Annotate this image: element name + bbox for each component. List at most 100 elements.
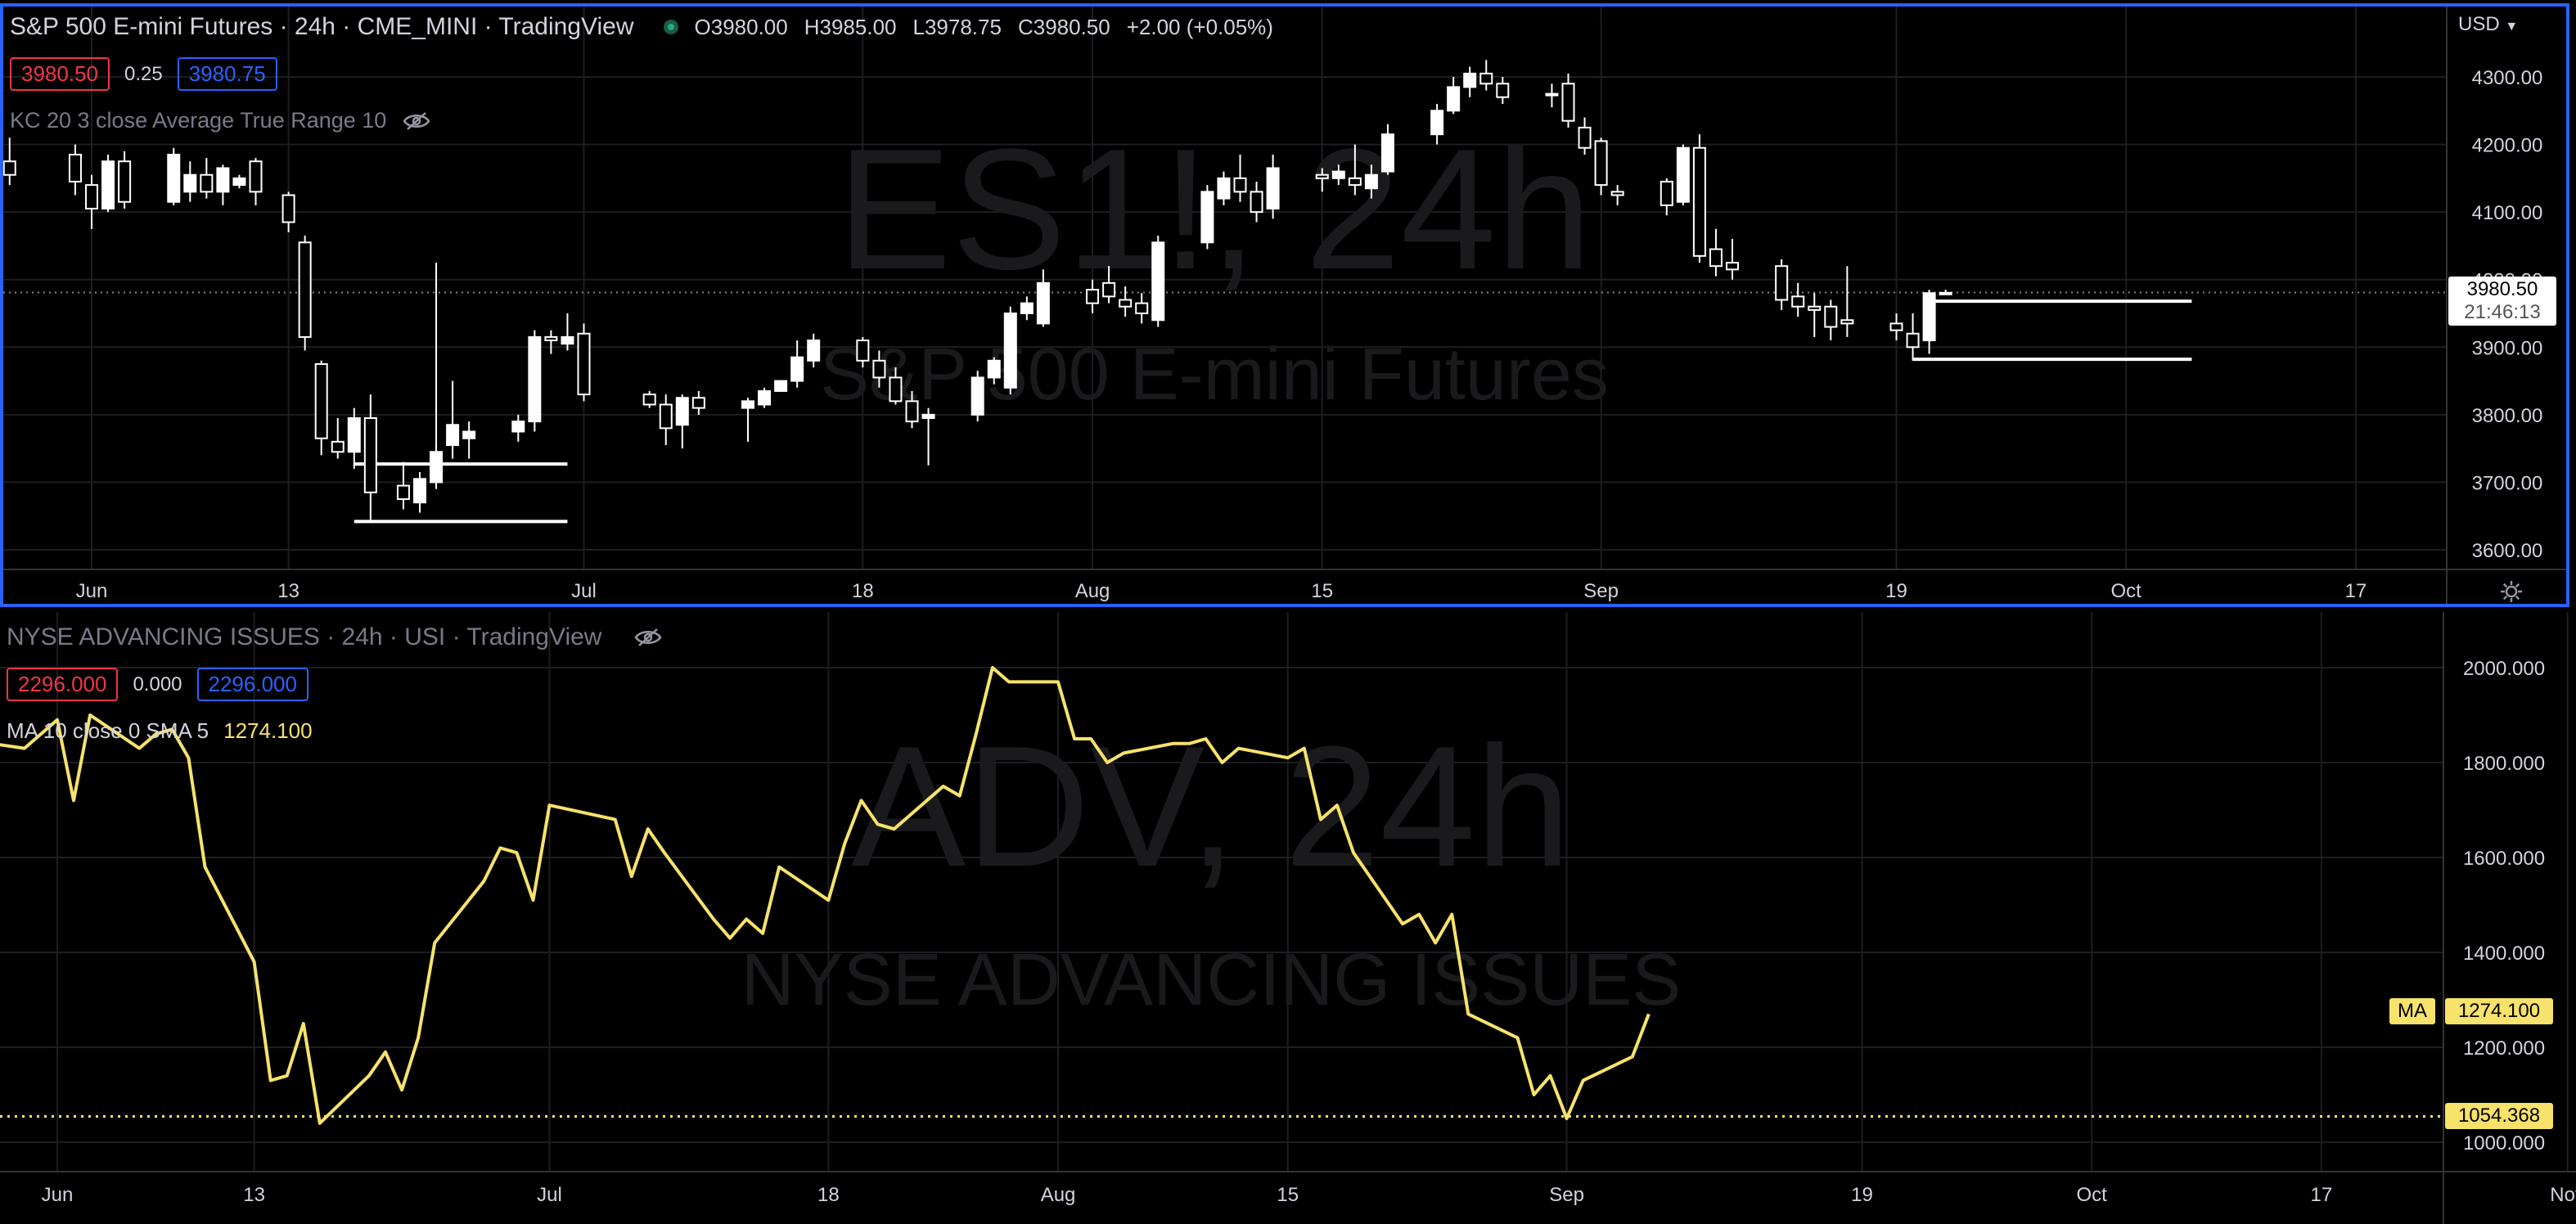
candle [889, 367, 903, 405]
candle-body [1020, 302, 1034, 315]
candle [1791, 282, 1805, 317]
candle-body [856, 340, 870, 362]
candle [281, 191, 295, 232]
candle-body [1610, 191, 1624, 196]
indicator-grid [0, 612, 2569, 1172]
candle [1348, 144, 1362, 196]
candle-body [905, 400, 919, 423]
candle-body [347, 416, 361, 453]
candle-body [1922, 292, 1936, 342]
candles [3, 60, 1952, 523]
candle-body [1840, 319, 1854, 325]
candle [1430, 104, 1444, 145]
watermark-symbol: ADV, 24h [851, 710, 1571, 902]
candle [528, 330, 542, 432]
candle-body [1808, 305, 1822, 311]
candle [1824, 299, 1838, 341]
ask-value[interactable]: 2296.000 [196, 668, 308, 701]
candle-body [281, 194, 295, 223]
currency-selector[interactable]: USD ▼ [2458, 13, 2518, 36]
candle-body [758, 389, 772, 406]
hidden-eye-icon[interactable] [634, 628, 662, 647]
candle-body [249, 160, 263, 193]
time-tick-label: Sep [1583, 580, 1619, 602]
candle [1135, 293, 1149, 324]
currency-label: USD [2458, 13, 2500, 35]
ask-price[interactable]: 3980.75 [177, 57, 277, 91]
indicator-legend[interactable]: KC 20 3 close Average True Range 10 [10, 108, 430, 133]
candle-body [544, 335, 558, 342]
candle [1364, 164, 1378, 199]
candle [1331, 164, 1345, 186]
spread-value: 0.000 [133, 673, 182, 695]
candle [1676, 144, 1690, 205]
candle [1726, 239, 1739, 280]
candle-body [1217, 177, 1231, 200]
candle-body [561, 335, 574, 345]
candle [691, 390, 705, 415]
value-tick-label: 1200.000 [2463, 1037, 2545, 1060]
time-tick-label: Aug [1041, 1184, 1076, 1206]
candle [642, 390, 656, 408]
time-tick-label: 18 [817, 1184, 840, 1206]
quote-row: 3980.50 0.25 3980.75 [10, 57, 277, 91]
candle-body [1151, 241, 1165, 322]
price-tick-label: 3800.00 [2472, 405, 2543, 427]
ohlc-open: O3980.00 [694, 14, 788, 39]
candle [216, 164, 230, 205]
series-title[interactable]: NYSE ADVANCING ISSUES · 24h · USI · Trad… [7, 623, 602, 650]
candle-body [971, 376, 984, 416]
candle-body [331, 440, 345, 453]
time-tick-label: 13 [243, 1184, 265, 1206]
candle [232, 174, 246, 189]
bid-price[interactable]: 3980.50 [10, 57, 110, 91]
time-axis: Jun13Jul18Aug15Sep19Oct17Nov14 [42, 1184, 2576, 1206]
ma-series-line [0, 666, 1651, 1125]
candle-body [1479, 72, 1493, 85]
candle [1808, 293, 1822, 337]
candle-body [1266, 167, 1280, 210]
candle [1380, 124, 1394, 175]
candle [118, 151, 132, 209]
bid-value[interactable]: 2296.000 [7, 668, 119, 701]
candle-body [3, 160, 16, 176]
candle-body [511, 421, 525, 433]
candle-body [1824, 305, 1838, 328]
candle-body [1660, 180, 1673, 206]
price-pane[interactable]: ES1!, 24h S&P 500 E-mini Futures 3600.00… [0, 3, 2569, 607]
advancing-issues-chart[interactable]: ADV, 24h NYSE ADVANCING ISSUES 1000.0001… [0, 612, 2576, 1224]
time-tick-label: 17 [2345, 580, 2367, 602]
hidden-eye-icon[interactable] [403, 111, 430, 131]
candle [1250, 181, 1263, 223]
price-tick-label: 3700.00 [2472, 472, 2543, 494]
indicator-pane[interactable]: ADV, 24h NYSE ADVANCING ISSUES 1000.000 1… [0, 612, 2576, 1224]
candle [1692, 134, 1706, 263]
ma-legend[interactable]: MA 10 close 0 SMA 5 1274.100 [7, 718, 313, 744]
candle [1578, 117, 1592, 155]
candle [511, 414, 525, 442]
symbol-title[interactable]: S&P 500 E-mini Futures · 24h · CME_MINI … [10, 13, 634, 40]
candle [675, 394, 689, 449]
candle-body [232, 177, 246, 187]
candle-body [1102, 281, 1116, 298]
quote-row: 2296.000 0.000 2296.000 [7, 668, 308, 701]
candle [741, 398, 754, 442]
candle [561, 313, 574, 351]
candle [1889, 313, 1903, 341]
ohlc-close: C3980.50 [1017, 14, 1110, 39]
candle [807, 333, 821, 368]
candle [1594, 137, 1608, 196]
candle [183, 161, 197, 202]
time-tick-label: 15 [1277, 1184, 1299, 1206]
candle-body [101, 160, 115, 210]
candle [396, 461, 410, 510]
candle-body [1364, 173, 1378, 190]
gear-icon[interactable] [2499, 579, 2524, 604]
candle [462, 421, 476, 459]
candle [790, 340, 804, 388]
candle-body [1692, 146, 1706, 257]
price-chart[interactable]: ES1!, 24h S&P 500 E-mini Futures 3600.00… [3, 7, 2566, 604]
ma-price-label: 1274.100 [2445, 998, 2553, 1024]
time-tick-label: Jun [76, 580, 108, 602]
